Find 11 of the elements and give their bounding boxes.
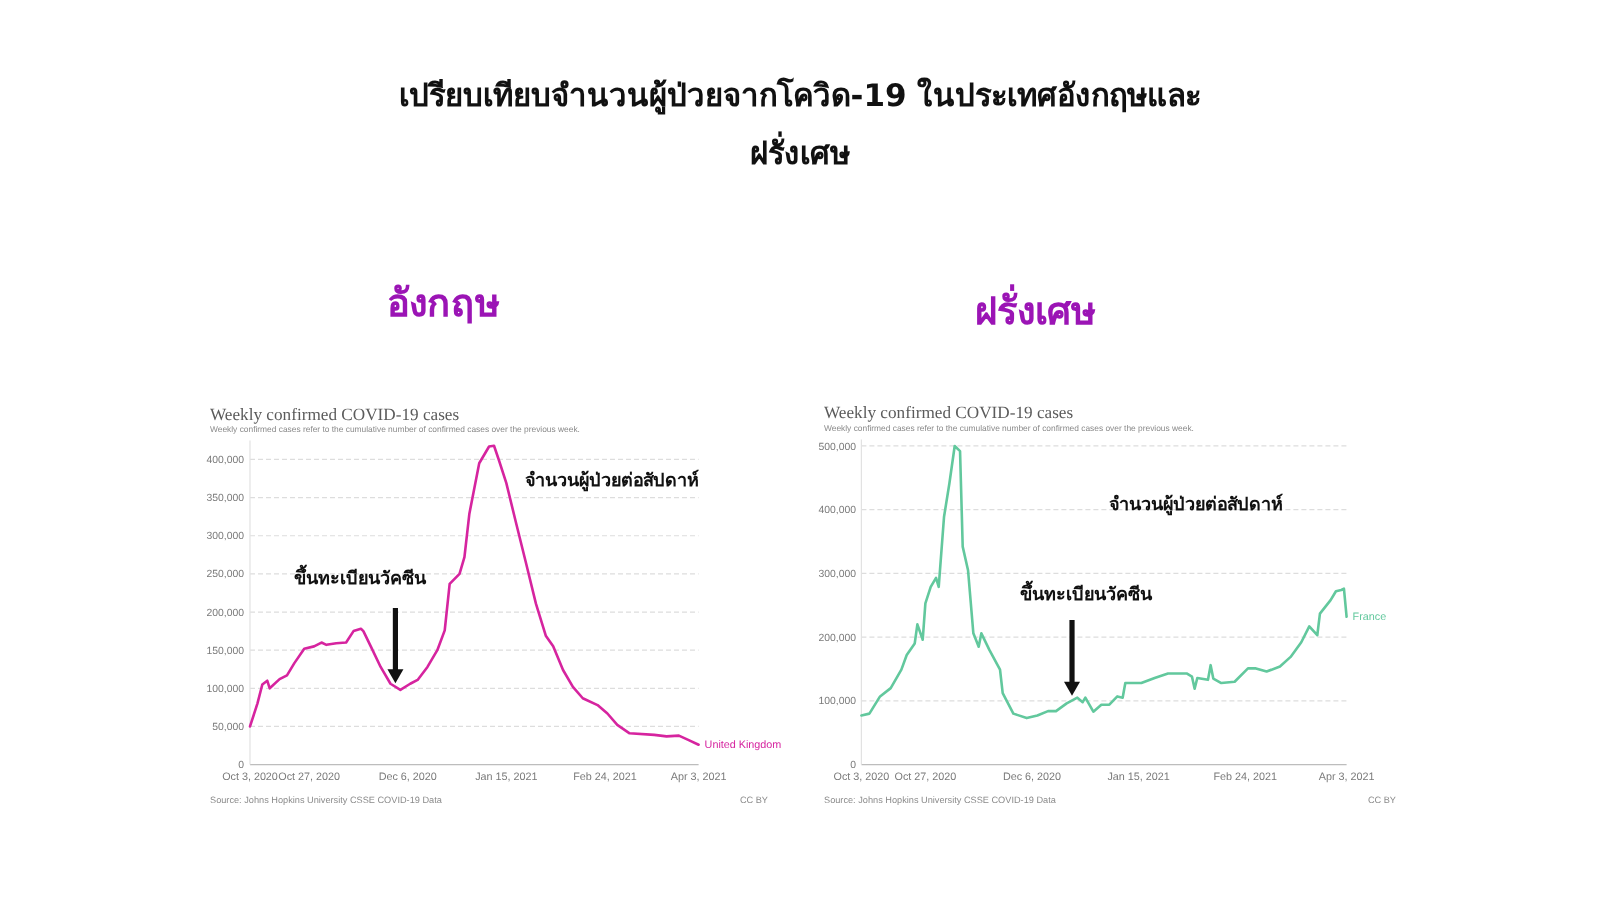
text: เปรียบเทียบจำนวนผู้ป่วยจากโควิด-19 ในประเทศอังกฤษและฝรั่งเศษ	[398, 76, 1202, 172]
chart-title: Weekly confirmed COVID-19 cases	[824, 402, 1075, 422]
text: อังกฤษ	[387, 282, 501, 326]
text: ฝรั่งเศษ	[975, 284, 1097, 334]
annotation: จำนวนผู้ป่วยต่อสัปดาห์	[525, 468, 699, 492]
line-series	[860, 444, 1348, 720]
line-series	[248, 444, 700, 747]
annotation: ขึ้นทะเบียนวัคซีน	[294, 564, 428, 590]
annotation: จำนวนผู้ป่วยต่อสัปดาห์	[1109, 492, 1283, 516]
chart-title: Weekly confirmed COVID-19 cases	[210, 404, 461, 424]
annotation: ขึ้นทะเบียนวัคซีน	[1020, 580, 1154, 606]
